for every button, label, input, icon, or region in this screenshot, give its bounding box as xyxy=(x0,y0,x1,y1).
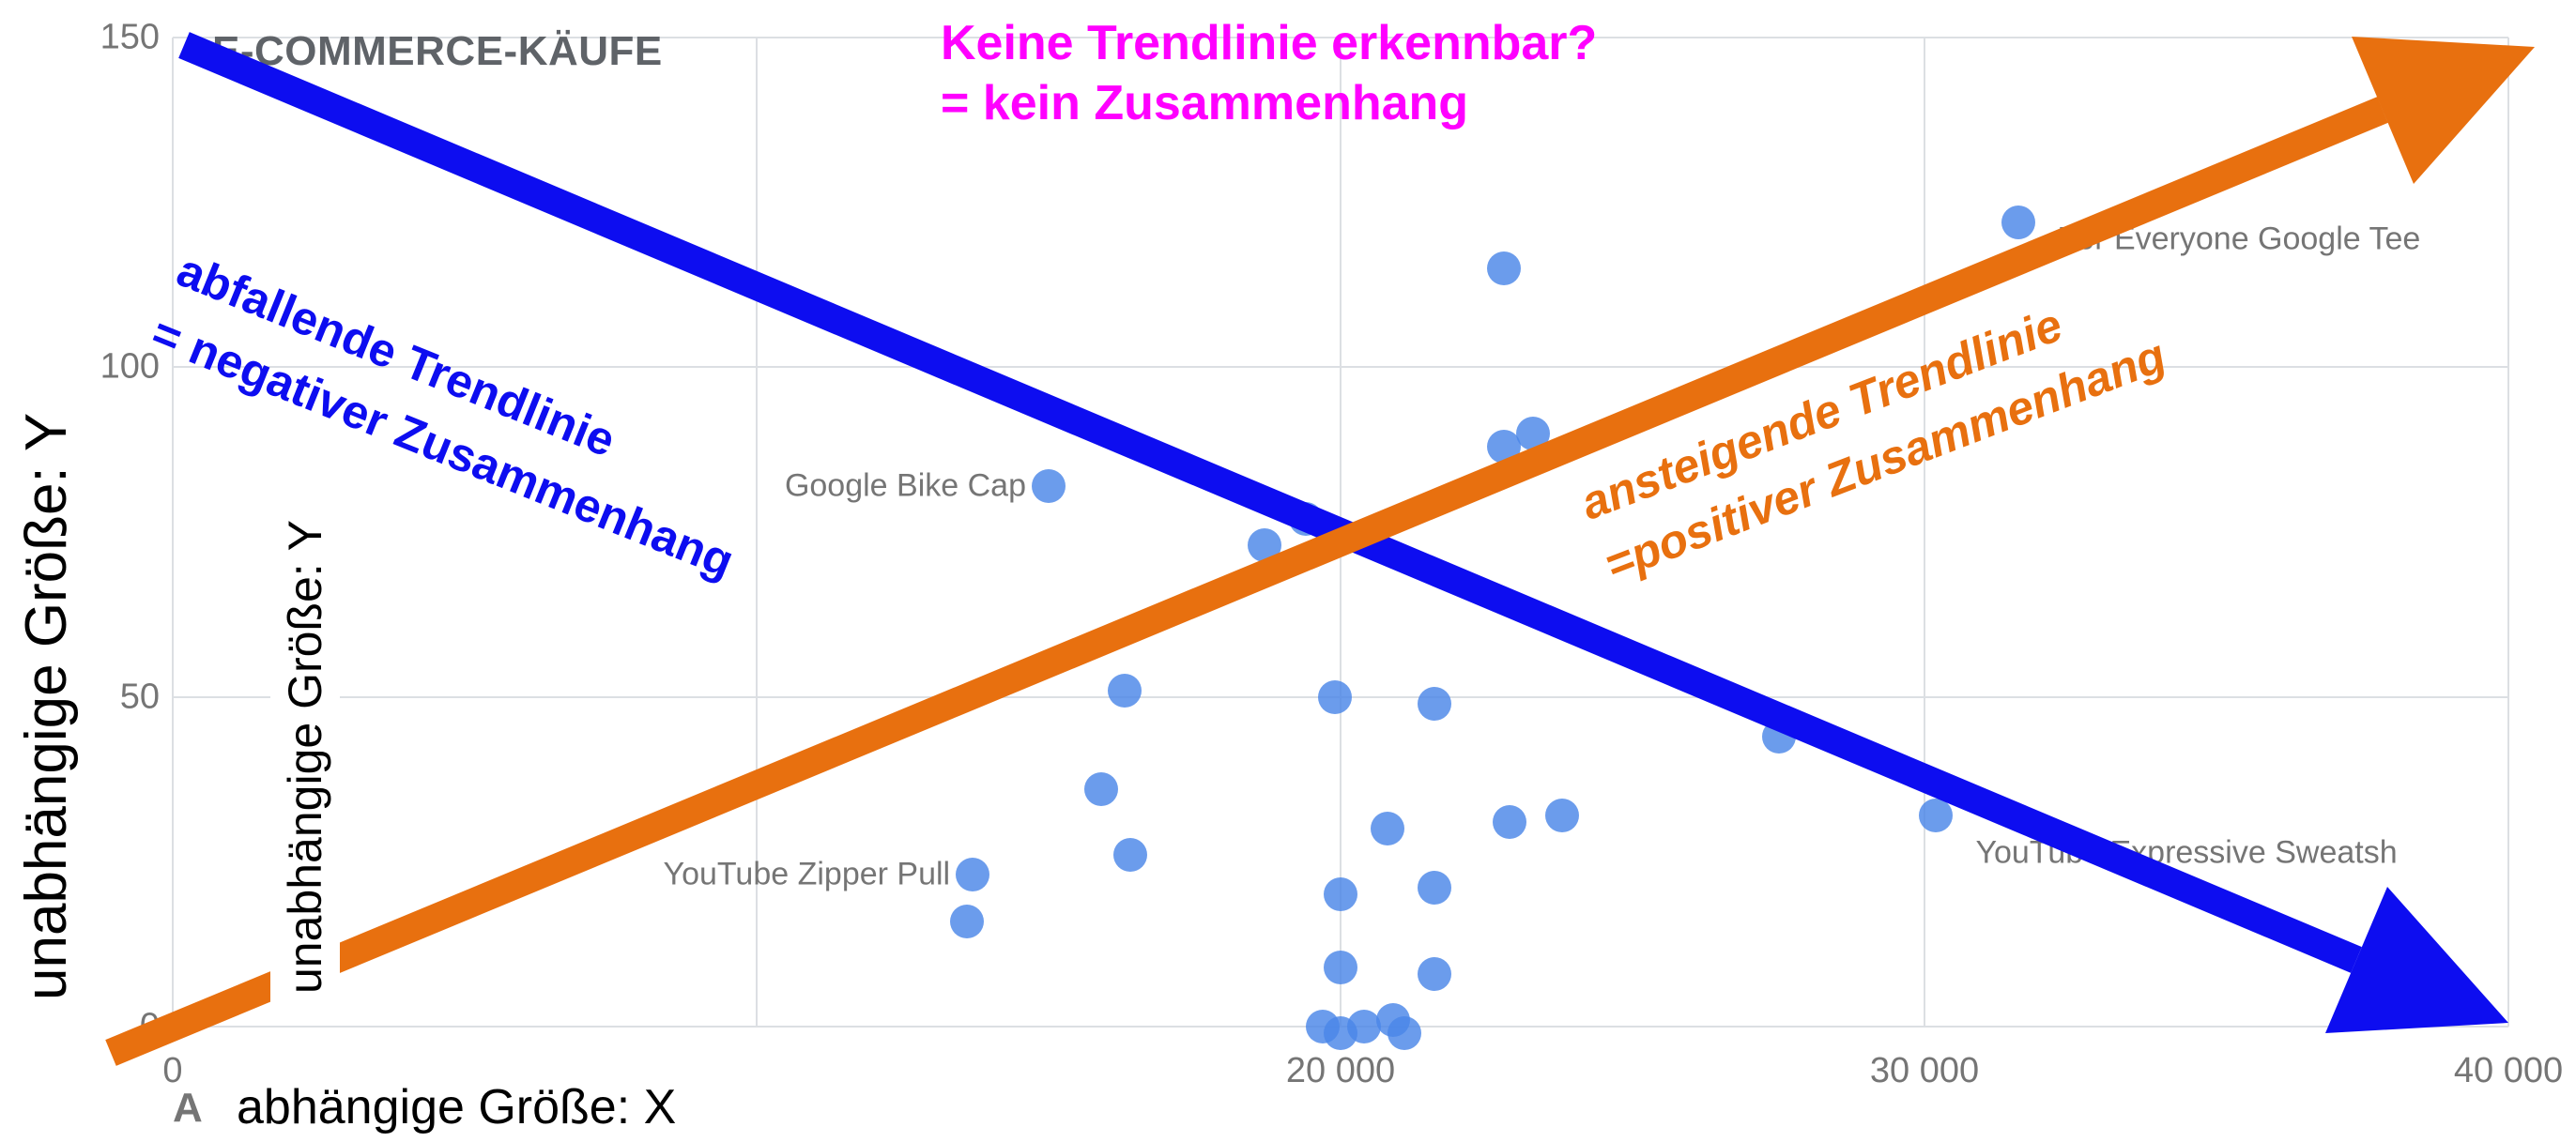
scatter-point xyxy=(1516,416,1551,450)
scatter-point xyxy=(949,904,984,938)
scatter-point xyxy=(1493,805,1527,840)
point-label: YouTube Expressive Sweatsh xyxy=(1975,834,2398,871)
scatter-point xyxy=(1324,950,1357,984)
y-axis-title-outer: unabhängige Größe: Y xyxy=(14,412,79,1000)
positive-trend-annotation: ansteigende Trendlinie =positiver Zusamm… xyxy=(1572,261,2175,597)
scatter-point xyxy=(1417,956,1451,991)
point-label: For Everyone Google Tee xyxy=(2057,221,2421,257)
scatter-point xyxy=(956,858,990,892)
scatter-point xyxy=(1032,468,1066,503)
scatter-point xyxy=(1107,673,1142,708)
scatter-point xyxy=(1417,871,1451,906)
y-axis-title-inner: unabhängige Größe: Y xyxy=(270,504,340,1009)
scatter-point xyxy=(1388,1016,1422,1051)
scatter-point xyxy=(1761,719,1796,754)
x-tick-label: 30 000 xyxy=(1869,1051,1980,1090)
scatter-point xyxy=(1919,799,1954,833)
x-axis-title: abhängige Größe: X xyxy=(223,1077,690,1137)
scatter-point xyxy=(1346,1010,1381,1043)
scatter-point xyxy=(1288,501,1323,536)
y-tick-label: 100 xyxy=(100,346,160,387)
point-label: Google Bike Cap xyxy=(784,467,1026,504)
scatter-point xyxy=(1324,877,1357,912)
scatter-point xyxy=(1248,528,1282,563)
scatter-point xyxy=(2001,205,2035,239)
positive-trend-arrow xyxy=(105,37,2535,1066)
scatter-point xyxy=(1487,251,1522,285)
chart-title: E-COMMERCE-KÄUFE xyxy=(212,28,663,74)
y-tick-label: 0 xyxy=(139,1006,160,1046)
x-tick-label: 40 000 xyxy=(2453,1051,2564,1090)
gridline-vertical xyxy=(172,38,174,1027)
no-trend-annotation-line1: Keine Trendlinie erkennbar? xyxy=(941,16,1598,70)
gridline-vertical xyxy=(1924,38,1925,1027)
no-trend-annotation-line2: = kein Zusammenhang xyxy=(941,76,1469,130)
gridline-vertical xyxy=(2507,38,2509,1027)
x-tick-label: 20 000 xyxy=(1285,1051,1396,1090)
x-axis-title-remnant-letter: A xyxy=(173,1085,203,1131)
point-label: YouTube Zipper Pull xyxy=(663,856,951,892)
y-tick-label: 150 xyxy=(100,17,160,57)
scatter-point xyxy=(1317,679,1352,714)
scatter-point xyxy=(1083,772,1118,807)
scatter-point xyxy=(1545,799,1580,833)
scatter-point xyxy=(1113,838,1148,873)
negative-trend-annotation: abfallende Trendlinie = negativer Zusamm… xyxy=(142,236,769,595)
no-trend-annotation: Keine Trendlinie erkennbar? = kein Zusam… xyxy=(941,13,1597,133)
scatter-point xyxy=(1370,812,1404,846)
scatter-point xyxy=(1417,686,1451,721)
